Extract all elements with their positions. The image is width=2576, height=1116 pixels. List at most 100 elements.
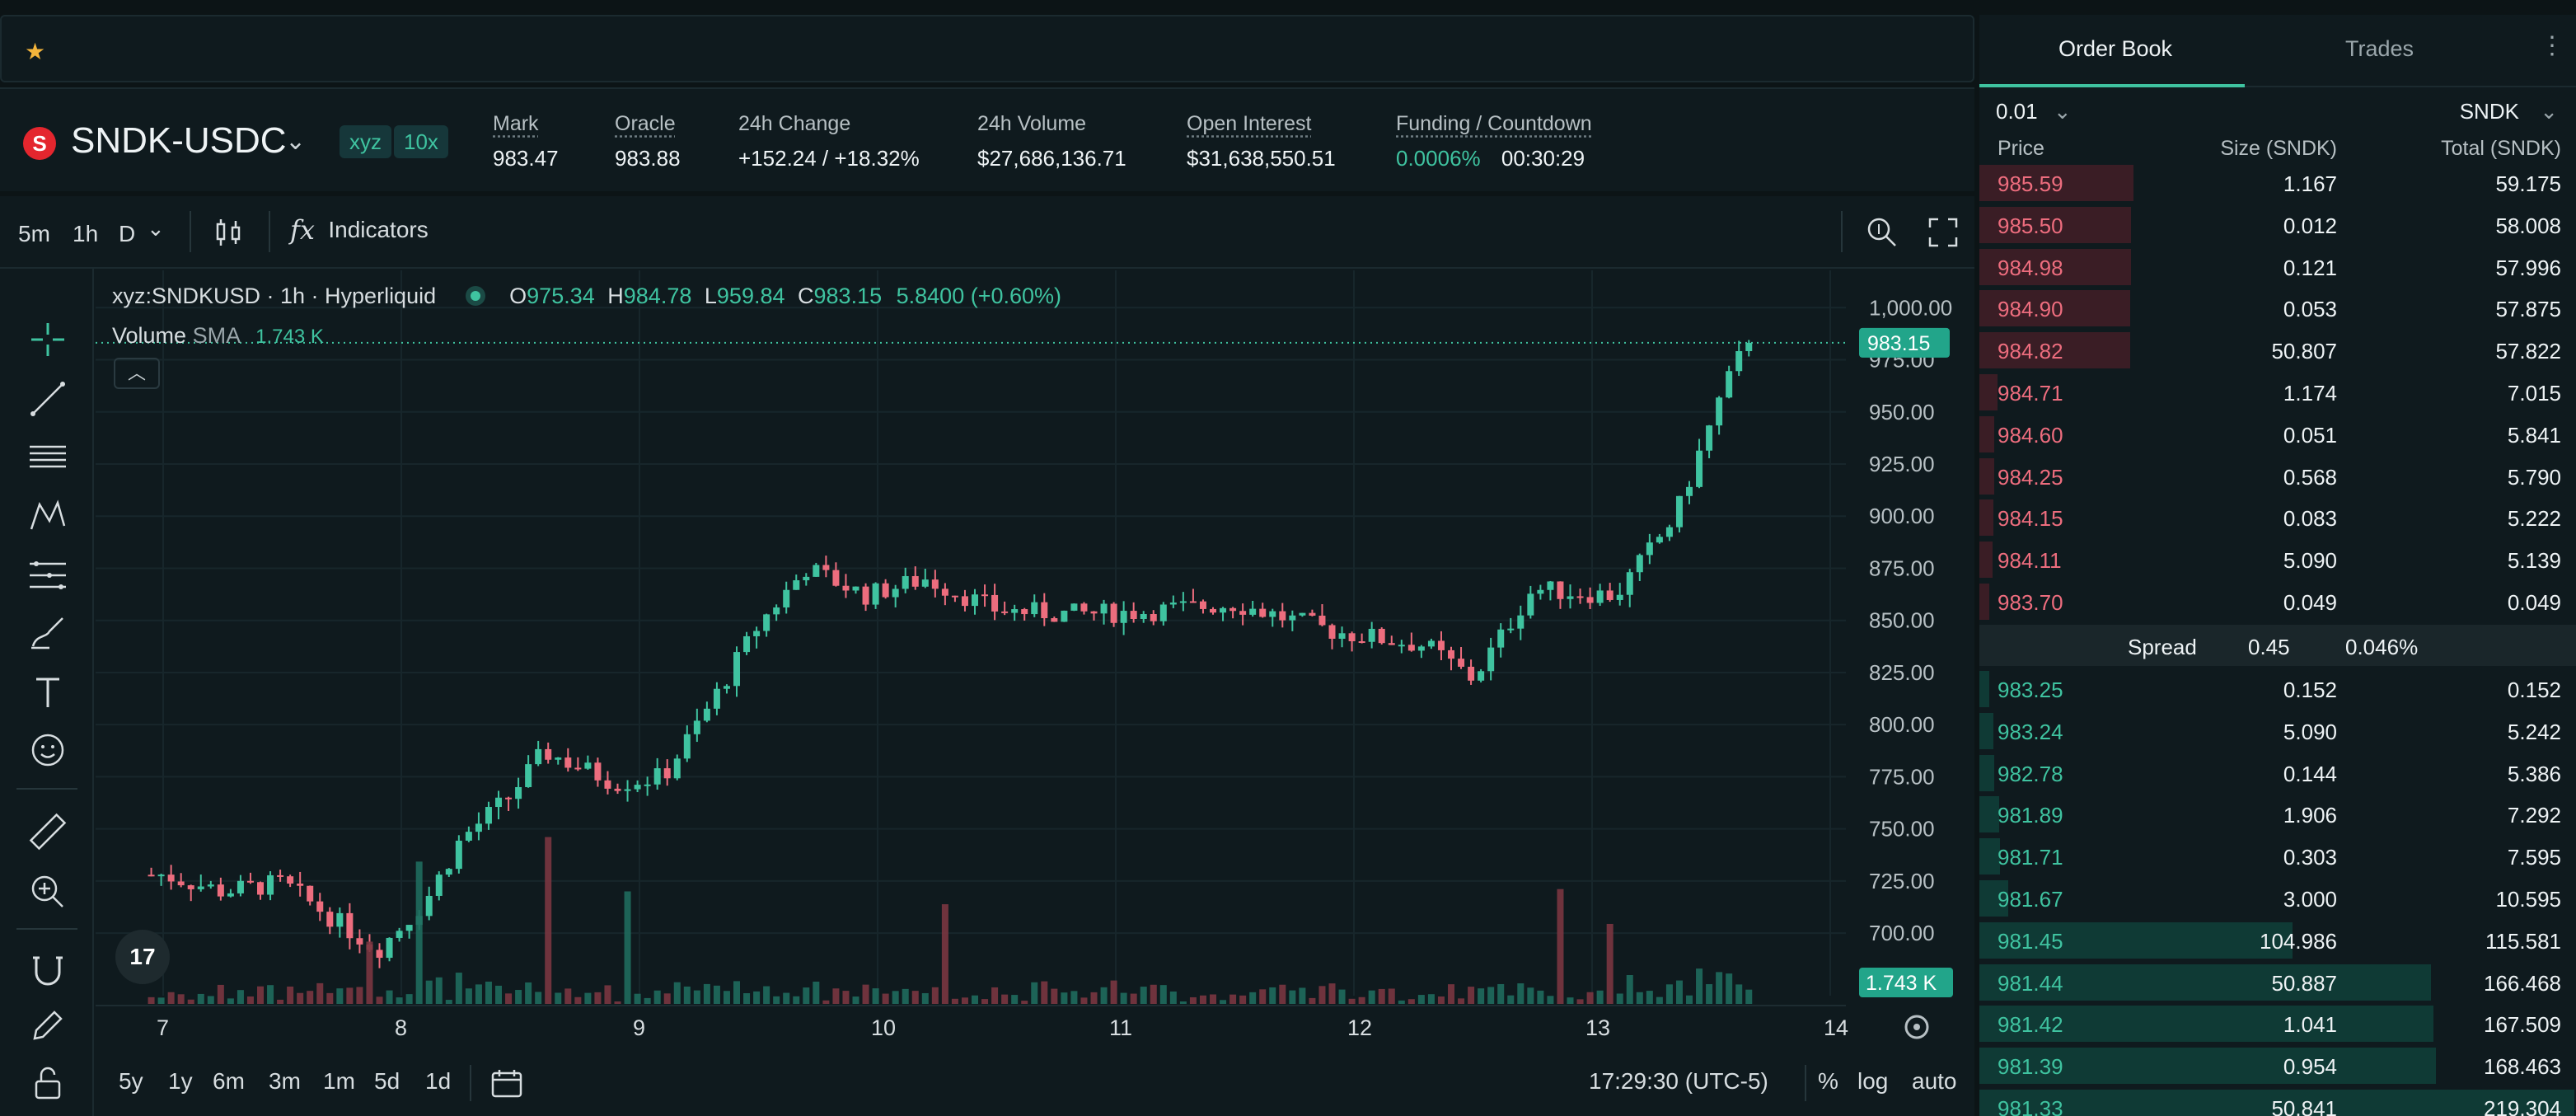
lock-icon[interactable] (25, 1060, 71, 1106)
ask-row[interactable]: 984.90 0.053 57.875 (1979, 287, 2576, 328)
log-scale-toggle[interactable]: log (1857, 1068, 1889, 1094)
chevron-down-icon: ⌄ (2540, 99, 2558, 124)
volume-bar (386, 990, 393, 1004)
volume-bar (346, 987, 354, 1004)
candle-body (673, 758, 681, 779)
trend-line-icon[interactable] (25, 376, 71, 422)
timeframe-d[interactable]: D (119, 221, 136, 246)
ruler-icon[interactable] (25, 809, 71, 856)
star-icon[interactable]: ★ (25, 39, 46, 64)
candle-body (1229, 607, 1237, 612)
bid-row[interactable]: 983.24 5.090 5.242 (1979, 710, 2576, 751)
collapse-legend-button[interactable]: ︿ (114, 358, 160, 389)
ask-row[interactable]: 984.15 0.083 5.222 (1979, 496, 2576, 537)
depth-bar (1979, 332, 2130, 369)
bid-row[interactable]: 981.44 50.887 166.468 (1979, 961, 2576, 1002)
tradingview-logo[interactable]: 17 (115, 930, 170, 984)
volume-bar (1646, 991, 1653, 1004)
pencil-lock-icon[interactable] (25, 1004, 71, 1050)
volume-bar (1130, 993, 1137, 1004)
range-1d[interactable]: 1d (425, 1068, 452, 1094)
volume-bar (594, 992, 602, 1004)
coin-logo: S (23, 127, 56, 160)
price-chart[interactable]: 1,000.00975.00950.00925.00900.00875.0085… (96, 270, 1974, 1057)
crosshair-icon[interactable] (25, 317, 71, 363)
market-symbol[interactable]: SNDK-USDC (71, 120, 287, 161)
candle-body (842, 585, 850, 591)
volume-bar (1606, 923, 1614, 1004)
chevron-down-icon[interactable]: ⌄ (147, 216, 165, 241)
range-5d[interactable]: 5d (374, 1068, 400, 1094)
candle-body (653, 768, 661, 785)
tab-trades[interactable]: Trades (2345, 36, 2414, 61)
last-price-tag (1859, 327, 1950, 358)
timeframe-1h[interactable]: 1h (73, 221, 99, 246)
brush-icon[interactable] (25, 610, 71, 656)
timeframe-5m[interactable]: 5m (18, 221, 50, 246)
more-options-icon[interactable]: ⋮ (2540, 32, 2564, 59)
chart-clock[interactable]: 17:29:30 (UTC-5) (1589, 1068, 1768, 1094)
bid-row[interactable]: 981.71 0.303 7.595 (1979, 835, 2576, 876)
text-icon[interactable] (25, 669, 71, 715)
ask-row[interactable]: 984.71 1.174 7.015 (1979, 371, 2576, 412)
bid-price: 981.67 (1998, 887, 2063, 912)
stat-mark: Mark 983.47 (493, 112, 559, 171)
pattern-icon[interactable] (25, 493, 71, 539)
volume-bar (1110, 980, 1117, 1004)
bid-row[interactable]: 981.39 0.954 168.463 (1979, 1044, 2576, 1086)
tab-order-book[interactable]: Order Book (2058, 36, 2173, 61)
bid-row[interactable]: 981.45 104.986 115.581 (1979, 919, 2576, 960)
fullscreen-icon[interactable] (1923, 213, 1963, 252)
ask-row[interactable]: 984.11 5.090 5.139 (1979, 538, 2576, 579)
bid-row[interactable]: 983.25 0.152 0.152 (1979, 668, 2576, 709)
ask-row[interactable]: 984.25 0.568 5.790 (1979, 455, 2576, 496)
bid-row[interactable]: 981.67 3.000 10.595 (1979, 877, 2576, 918)
bid-row[interactable]: 981.89 1.906 7.292 (1979, 793, 2576, 834)
zoom-magnifier-icon[interactable] (1862, 213, 1902, 252)
horizontal-lines-icon[interactable] (25, 434, 71, 480)
candle-body (803, 576, 810, 581)
range-1y[interactable]: 1y (168, 1068, 193, 1094)
percent-scale-toggle[interactable]: % (1818, 1068, 1838, 1094)
volume-bar (1407, 999, 1415, 1004)
range-1m[interactable]: 1m (323, 1068, 355, 1094)
indicators-button[interactable]: fx Indicators (290, 214, 429, 251)
bid-size: 3.000 (2283, 887, 2337, 912)
bid-row[interactable]: 981.42 1.041 167.509 (1979, 1002, 2576, 1043)
emoji-icon[interactable] (25, 727, 71, 773)
volume-bar (1547, 996, 1554, 1004)
volume-bar (1051, 988, 1058, 1004)
ask-row[interactable]: 985.59 1.167 59.175 (1979, 162, 2576, 203)
volume-bar (1041, 981, 1048, 1004)
tick-size-select[interactable]: 0.01 ⌄ (1996, 99, 2072, 124)
settings-gear-icon (1904, 1015, 1929, 1039)
bid-row[interactable]: 981.33 50.841 219.304 (1979, 1086, 2576, 1116)
candle-body (1726, 371, 1733, 398)
ask-row[interactable]: 984.60 0.051 5.841 (1979, 413, 2576, 454)
unit-select[interactable]: SNDK ⌄ (2460, 99, 2558, 124)
range-5y[interactable]: 5y (119, 1068, 143, 1094)
chevron-down-icon[interactable]: ⌄ (285, 128, 307, 155)
bid-row[interactable]: 982.78 0.144 5.386 (1979, 752, 2576, 793)
depth-bar (1979, 712, 1993, 749)
volume-bar (287, 986, 294, 1004)
x-tick-label: 9 (633, 1015, 645, 1040)
ask-row[interactable]: 984.82 50.807 57.822 (1979, 329, 2576, 370)
range-6m[interactable]: 6m (213, 1068, 245, 1094)
range-3m[interactable]: 3m (269, 1068, 301, 1094)
ask-row[interactable]: 983.70 0.049 0.049 (1979, 580, 2576, 621)
candlestick-icon[interactable] (209, 213, 249, 252)
fib-levels-icon[interactable] (25, 552, 71, 598)
ask-total: 7.015 (2507, 381, 2561, 406)
ask-row[interactable]: 984.98 0.121 57.996 (1979, 246, 2576, 287)
ask-row[interactable]: 985.50 0.012 58.008 (1979, 204, 2576, 245)
chart-area[interactable]: 1,000.00 975.00 950.00 925.00 900.00 875.00 85… (96, 270, 1974, 1116)
ask-total: 5.841 (2507, 422, 2561, 448)
volume-bar (157, 997, 165, 1004)
stat-label: Open Interest (1187, 112, 1312, 135)
zoom-in-icon[interactable] (25, 869, 71, 915)
magnet-icon[interactable] (25, 946, 71, 992)
calendar-range-icon[interactable] (489, 1067, 524, 1101)
y-tick-label: 725.00 (1869, 869, 1935, 893)
auto-scale-toggle[interactable]: auto (1912, 1068, 1957, 1094)
